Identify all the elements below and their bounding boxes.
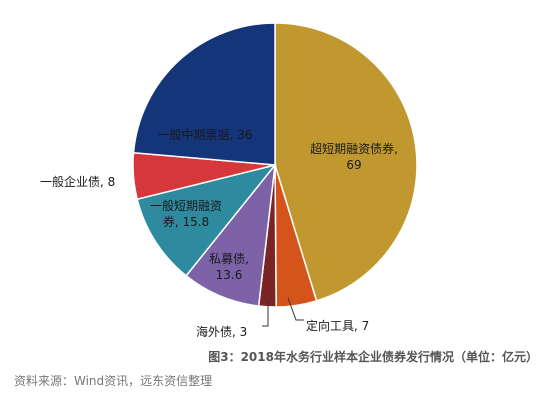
- slice-label-line: 海外债, 3: [196, 324, 247, 339]
- slice-labels: 超短期融资债券, 69 定向工具, 7 海外债, 3 私募债, 13.6 一般短期融资券, …: [40, 127, 398, 339]
- leader-line: [287, 297, 304, 321]
- leader-line: [262, 300, 269, 327]
- pie-slice: [132, 22, 276, 166]
- slice-label: 一般中期票据, 36: [158, 127, 253, 142]
- slice-label-line: 一般企业债, 8: [40, 174, 115, 189]
- leader-lines: [262, 297, 304, 327]
- slice-label-line: 69: [346, 158, 361, 172]
- slice-label: 一般短期融资券, 15.8: [150, 198, 222, 229]
- slice-label-line: 一般中期票据, 36: [158, 127, 253, 142]
- slice-label: 定向工具, 7: [306, 318, 369, 333]
- slice-label-line: 券, 15.8: [163, 214, 209, 229]
- slice-label-line: 13.6: [216, 268, 243, 282]
- slice-label-line: 私募债,: [209, 252, 249, 266]
- pie-slice: [136, 163, 277, 277]
- slice-label-line: 定向工具, 7: [306, 318, 369, 333]
- slice-label: 超短期融资债券, 69: [310, 141, 398, 172]
- source-note: 资料来源：Wind资讯，远东资信整理: [14, 374, 213, 388]
- figure-caption: 图3：2018年水务行业样本企业债券发行情况（单位：亿元）: [208, 350, 538, 364]
- slice-label: 海外债, 3: [196, 324, 247, 339]
- slice-label: 一般企业债, 8: [40, 174, 115, 189]
- slice-label-line: 超短期融资债券,: [310, 141, 398, 156]
- pie-slice: [185, 162, 277, 307]
- pie-slices: [132, 22, 418, 308]
- pie-slice: [274, 22, 418, 302]
- slice-label-line: 一般短期融资: [150, 198, 222, 213]
- slice-label: 私募债, 13.6: [209, 252, 249, 282]
